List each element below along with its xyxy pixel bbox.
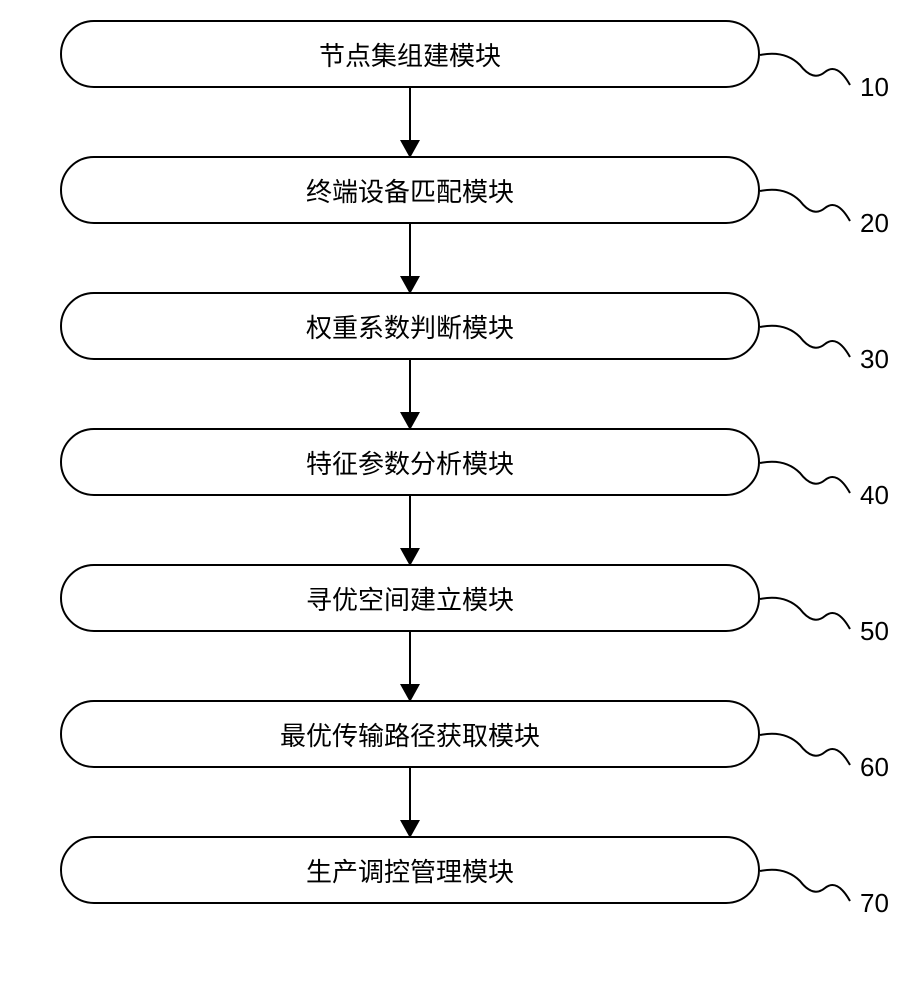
flow-arrow [60,224,760,292]
flow-node: 特征参数分析模块 [60,428,760,496]
squiggle-connector [755,584,875,664]
node-label: 权重系数判断模块 [306,308,514,345]
ref-label: 60 [860,752,889,783]
ref-label: 10 [860,72,889,103]
flow-node: 最优传输路径获取模块 [60,700,760,768]
node-label: 终端设备匹配模块 [306,172,514,209]
flow-arrow [60,88,760,156]
squiggle-connector [755,312,875,392]
ref-label: 70 [860,888,889,919]
flow-arrow [60,632,760,700]
node-label: 特征参数分析模块 [306,444,514,481]
flow-arrow [60,360,760,428]
node-label: 节点集组建模块 [319,36,501,73]
flowchart-container: 节点集组建模块 终端设备匹配模块 权重系数判断模块 特征参数分析模块 寻优空间建… [60,20,760,904]
ref-label: 20 [860,208,889,239]
ref-label: 50 [860,616,889,647]
flow-node: 权重系数判断模块 [60,292,760,360]
flow-arrow [60,496,760,564]
flow-node: 寻优空间建立模块 [60,564,760,632]
flow-node: 节点集组建模块 [60,20,760,88]
squiggle-connector [755,40,875,120]
node-label: 寻优空间建立模块 [306,580,514,617]
squiggle-connector [755,176,875,256]
squiggle-connector [755,856,875,936]
node-label: 生产调控管理模块 [306,852,514,889]
squiggle-connector [755,448,875,528]
ref-label: 30 [860,344,889,375]
squiggle-connector [755,720,875,800]
flow-node: 终端设备匹配模块 [60,156,760,224]
node-label: 最优传输路径获取模块 [280,716,540,753]
ref-label: 40 [860,480,889,511]
flow-arrow [60,768,760,836]
flow-node: 生产调控管理模块 [60,836,760,904]
